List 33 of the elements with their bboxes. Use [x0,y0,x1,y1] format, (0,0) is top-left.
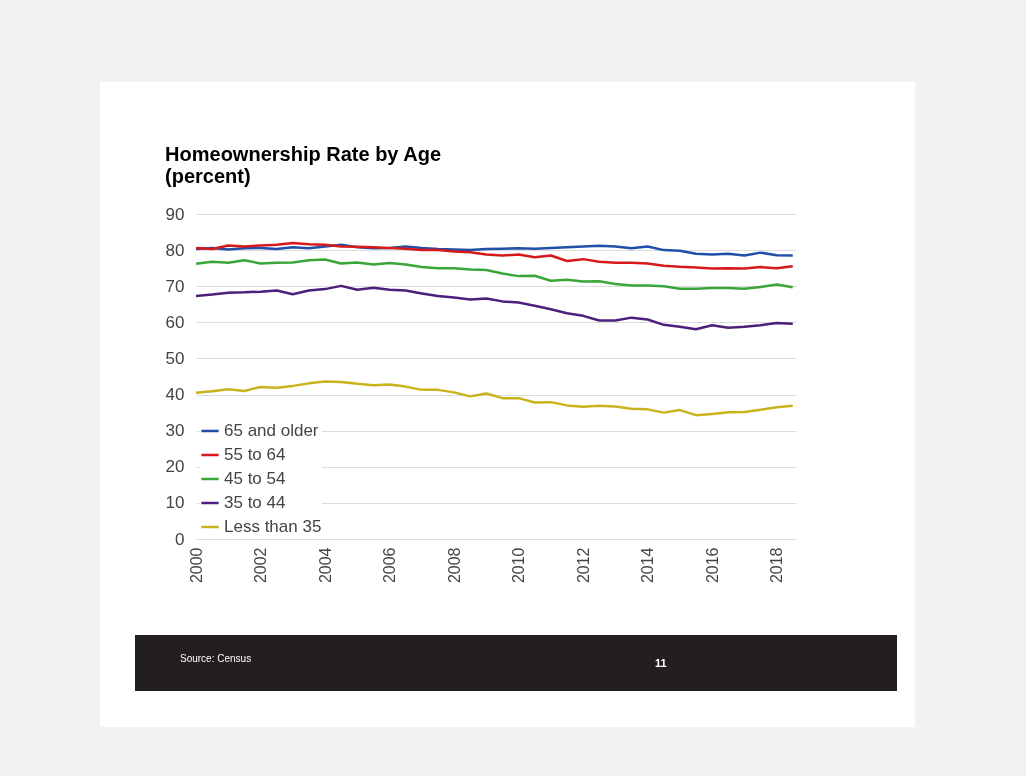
y-tick-label: 0 [175,529,185,549]
y-tick-label: 80 [165,240,185,260]
y-tick-label: 50 [165,348,185,368]
text: 11 [655,657,667,669]
y-tick-label: 60 [165,312,185,332]
x-tick-label: 2008 [445,547,463,584]
y-tick-label: 40 [165,385,185,405]
chart-subtitle: (percent) [165,165,251,187]
legend-label: 55 to 64 [224,445,286,464]
line-series [194,284,795,331]
legend-label: 35 to 44 [224,493,286,512]
x-tick-label: 2012 [574,547,592,584]
legend-label: Less than 35 [224,517,322,536]
y-tick-label: 90 [165,204,185,224]
x-tick-label: 2010 [510,547,528,584]
x-tick-label: 2014 [639,547,657,584]
x-tick-label: 2004 [316,547,334,584]
x-tick-label: 2000 [187,547,205,584]
legend-label: 45 to 54 [224,469,286,488]
x-tick-label: 2002 [252,547,270,584]
y-tick-label: 20 [165,457,185,477]
line-series [194,380,795,417]
y-tick-label: 30 [165,421,185,441]
source-note: Source: Census [180,653,252,664]
x-tick-label: 2016 [703,547,721,584]
x-tick-label: 2018 [768,547,786,584]
x-tick-label: 2006 [381,547,399,584]
chart-title: Homeownership Rate by Age [165,143,442,165]
legend-label: 65 and older [224,421,319,440]
y-tick-label: 10 [165,493,185,513]
line-series [194,241,795,270]
y-tick-label: 70 [165,276,185,296]
line-series [194,258,795,290]
